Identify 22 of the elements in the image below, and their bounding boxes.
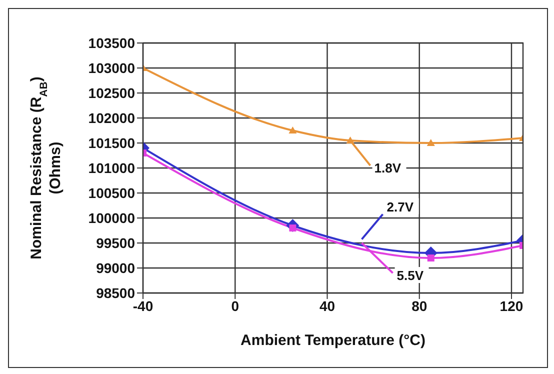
x-tick-label: 120 xyxy=(500,298,524,314)
y-tick-label: 100000 xyxy=(88,210,136,226)
x-tick-label: -40 xyxy=(132,298,154,314)
y-tick-label: 100500 xyxy=(88,184,136,201)
y-tick-label: 101500 xyxy=(88,134,136,151)
y-tick-label: 102000 xyxy=(88,110,136,126)
y-tick-label: 103500 xyxy=(88,34,136,51)
series-label: 1.8V xyxy=(374,160,402,176)
point xyxy=(426,139,435,146)
point xyxy=(288,126,297,134)
text: 2.7V xyxy=(386,199,414,214)
y-tick-label: 101000 xyxy=(88,160,136,176)
y-tick-label: 103000 xyxy=(88,60,136,76)
x-tick-label: 80 xyxy=(412,298,428,314)
y-tick-label: 99000 xyxy=(96,260,136,276)
x-tick-label: 40 xyxy=(319,298,336,314)
y-tick-label: 99500 xyxy=(96,234,136,251)
y-tick-label: 102500 xyxy=(88,84,136,101)
x-tick-label: 0 xyxy=(231,298,240,314)
x-axis-title: Ambient Temperature (°C) xyxy=(240,332,426,349)
y-tick-label: 98500 xyxy=(96,284,136,301)
series-label: 5.5V xyxy=(396,268,424,283)
